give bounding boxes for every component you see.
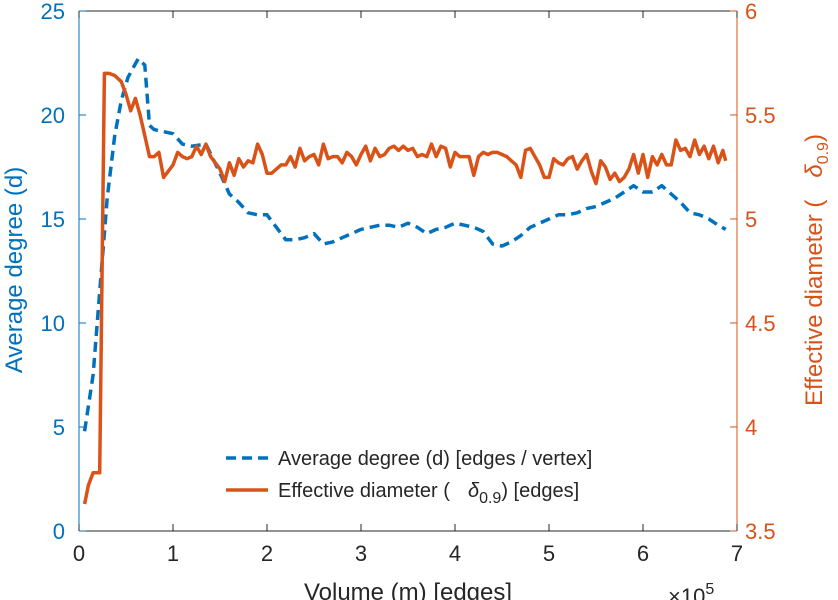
y-axis-right-label-subscript: 0.9 xyxy=(815,142,832,164)
y-right-tick-label: 3.5 xyxy=(745,519,776,544)
x-tick-label: 0 xyxy=(73,541,85,566)
x-tick-label: 7 xyxy=(731,541,743,566)
x-axis-exponent-base: ×10 xyxy=(668,584,705,600)
legend-label-effective-diameter-subscript: 0.9 xyxy=(479,490,501,507)
x-tick-label: 4 xyxy=(449,541,461,566)
y-left-tick-label: 20 xyxy=(41,103,65,128)
series-line-average-degree xyxy=(82,57,727,432)
y-right-tick-label: 4 xyxy=(745,415,757,440)
y-right-tick-label: 4.5 xyxy=(745,311,776,336)
legend-label-average-degree: Average degree (d) [edges / vertex] xyxy=(278,448,592,470)
x-axis-exponent-power: 5 xyxy=(705,581,714,598)
y-left-tick-label: 5 xyxy=(53,415,65,440)
x-tick-label: 3 xyxy=(355,541,367,566)
y-left-tick-label: 15 xyxy=(41,207,65,232)
legend-label-effective-diameter: Effective diameter ( δ0.9) [edges] xyxy=(278,480,579,507)
x-tick-label: 1 xyxy=(167,541,179,566)
tick-labels: 0 1 2 3 4 5 6 7 0 5 10 15 20 25 3.5 4 4.5 5 5.5 6 xyxy=(41,0,776,566)
x-axis-exponent: ×105 xyxy=(668,581,714,600)
y-axis-left-label: Average degree (d) xyxy=(1,167,28,373)
x-axis-label: Volume (m) [edges] xyxy=(304,579,512,600)
x-tick-label: 5 xyxy=(543,541,555,566)
legend-label-effective-diameter-text: Effective diameter ( xyxy=(278,480,450,502)
series-layer xyxy=(82,57,728,505)
y-axis-right-label: Effective diameter ( δ0.9) xyxy=(801,134,832,406)
axes-frame xyxy=(78,10,738,532)
y-right-tick-label: 5 xyxy=(745,207,757,232)
legend-label-effective-diameter-symbol: δ xyxy=(468,480,480,502)
y-right-tick-label: 5.5 xyxy=(745,103,776,128)
y-left-tick-label: 0 xyxy=(53,519,65,544)
y-left-tick-label: 25 xyxy=(41,0,65,24)
legend-label-effective-diameter-close: ) [edges] xyxy=(501,480,579,502)
y-axis-right-label-close: ) xyxy=(801,134,828,142)
x-tick-label: 6 xyxy=(637,541,649,566)
legend: Average degree (d) [edges / vertex] Effe… xyxy=(226,448,592,507)
y-axis-right-label-symbol: δ xyxy=(801,164,828,178)
y-axis-right-label-text: Effective diameter ( xyxy=(801,200,828,406)
y-left-tick-label: 10 xyxy=(41,311,65,336)
series-line-effective-diameter xyxy=(82,71,728,505)
y-right-tick-label: 6 xyxy=(745,0,757,24)
x-tick-label: 2 xyxy=(261,541,273,566)
